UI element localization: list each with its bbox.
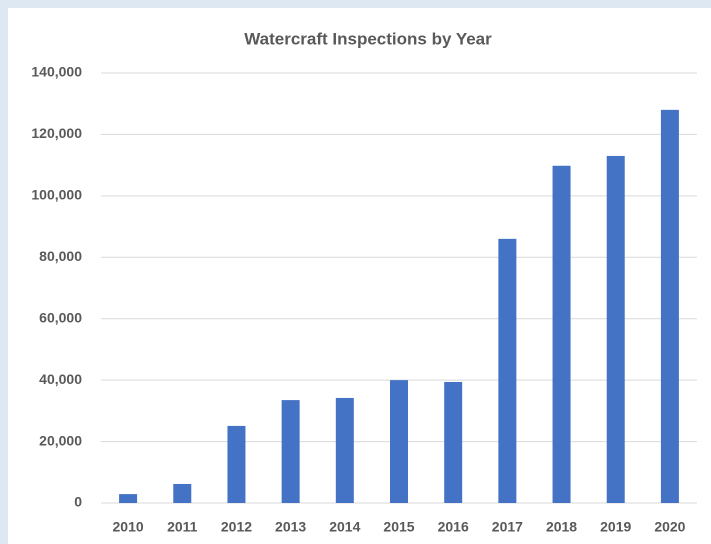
bar (444, 381, 463, 503)
x-tick-label: 2018 (546, 519, 577, 535)
y-tick-label: 80,000 (39, 248, 82, 264)
bar (390, 380, 408, 503)
y-tick-label: 40,000 (39, 371, 82, 387)
y-tick-label: 20,000 (39, 432, 82, 448)
x-tick-label: 2019 (600, 519, 631, 535)
bar (606, 155, 625, 503)
chart-title: Watercraft Inspections by Year (244, 29, 492, 48)
y-tick-label: 60,000 (39, 309, 82, 325)
bar (227, 425, 246, 503)
x-tick-label: 2012 (221, 519, 252, 535)
x-tick-label: 2015 (383, 519, 414, 535)
chart-panel (8, 8, 711, 544)
bar (173, 483, 192, 503)
bar (552, 165, 571, 503)
bar (335, 397, 354, 503)
bar (281, 400, 300, 503)
y-tick-label: 100,000 (31, 187, 82, 203)
x-tick-label: 2010 (113, 519, 144, 535)
y-tick-label: 0 (74, 494, 82, 510)
bar (660, 109, 679, 503)
x-tick-label: 2017 (492, 519, 523, 535)
x-tick-label: 2014 (329, 519, 360, 535)
y-tick-label: 120,000 (31, 125, 82, 141)
x-tick-label: 2011 (167, 519, 198, 535)
bar (119, 494, 138, 503)
y-tick-label: 140,000 (31, 64, 82, 80)
x-tick-label: 2013 (275, 519, 306, 535)
x-tick-label: 2016 (438, 519, 469, 535)
bar (498, 238, 517, 503)
x-tick-label: 2020 (654, 519, 685, 535)
